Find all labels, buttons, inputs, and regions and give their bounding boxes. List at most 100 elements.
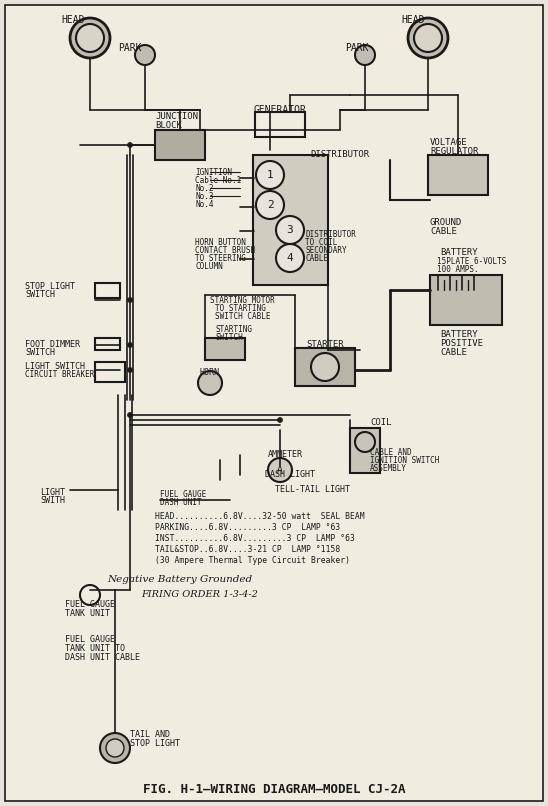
Text: FUEL GAUGE: FUEL GAUGE: [65, 635, 115, 644]
Text: SWITCH: SWITCH: [215, 333, 243, 342]
Text: TAIL AND: TAIL AND: [130, 730, 170, 739]
Circle shape: [408, 18, 448, 58]
Text: COIL: COIL: [370, 418, 391, 427]
Text: SECONDARY: SECONDARY: [305, 246, 347, 255]
Text: Negative Battery Grounded: Negative Battery Grounded: [107, 575, 253, 584]
Circle shape: [100, 733, 130, 763]
Circle shape: [135, 45, 155, 65]
Text: STOP LIGHT: STOP LIGHT: [25, 282, 75, 291]
Text: 2: 2: [267, 200, 273, 210]
Text: VOLTAGE: VOLTAGE: [430, 138, 467, 147]
Text: BATTERY: BATTERY: [440, 330, 478, 339]
Text: INST..........6.8V.........3 CP  LAMP °63: INST..........6.8V.........3 CP LAMP °63: [155, 534, 355, 543]
Text: HORN: HORN: [200, 368, 220, 377]
Text: FUEL GAUGE: FUEL GAUGE: [160, 490, 206, 499]
Circle shape: [106, 739, 124, 757]
Circle shape: [76, 24, 104, 52]
Text: TAIL&STOP..6.8V....3-21 CP  LAMP °1158: TAIL&STOP..6.8V....3-21 CP LAMP °1158: [155, 545, 340, 554]
Text: TO COIL: TO COIL: [305, 238, 338, 247]
Text: PARKING....6.8V.........3 CP  LAMP °63: PARKING....6.8V.........3 CP LAMP °63: [155, 523, 340, 532]
Text: TO STARTING: TO STARTING: [215, 304, 266, 313]
Circle shape: [276, 216, 304, 244]
Text: REGULATOR: REGULATOR: [430, 147, 478, 156]
Bar: [95, 283, 120, 298]
Bar: [350, 428, 380, 473]
Text: (30 Ampere Thermal Type Circuit Breaker): (30 Ampere Thermal Type Circuit Breaker): [155, 556, 350, 565]
Text: CIRCUIT BREAKER: CIRCUIT BREAKER: [25, 370, 94, 379]
Circle shape: [128, 143, 133, 147]
Circle shape: [70, 18, 110, 58]
Text: FIG. H-1—WIRING DIAGRAM—MODEL CJ-2A: FIG. H-1—WIRING DIAGRAM—MODEL CJ-2A: [142, 783, 406, 796]
Circle shape: [128, 343, 133, 347]
Text: 4: 4: [287, 253, 293, 263]
Text: FOOT DIMMER: FOOT DIMMER: [25, 340, 80, 349]
Text: DASH UNIT: DASH UNIT: [160, 498, 202, 507]
Text: FIRING ORDER 1-3-4-2: FIRING ORDER 1-3-4-2: [141, 590, 259, 599]
Bar: [255, 112, 305, 137]
Text: CABLE: CABLE: [305, 254, 328, 263]
Text: CONTACT BRUSH: CONTACT BRUSH: [195, 246, 255, 255]
Text: HEAD: HEAD: [401, 15, 425, 25]
Text: ASSEMBLY: ASSEMBLY: [370, 464, 407, 473]
Circle shape: [276, 244, 304, 272]
Bar: [155, 130, 205, 160]
Text: DASH UNIT CABLE: DASH UNIT CABLE: [65, 653, 140, 662]
Text: BLOCK: BLOCK: [155, 121, 182, 130]
Text: CABLE: CABLE: [440, 348, 467, 357]
Bar: [295, 348, 355, 386]
Circle shape: [256, 191, 284, 219]
Text: STARTING MOTOR: STARTING MOTOR: [210, 296, 275, 305]
Text: IGNITION SWITCH: IGNITION SWITCH: [370, 456, 439, 465]
Text: Cable No.1: Cable No.1: [195, 176, 241, 185]
Circle shape: [128, 297, 133, 302]
Text: SWITCH: SWITCH: [25, 290, 55, 299]
Text: 1: 1: [267, 170, 273, 180]
Text: HORN BUTTON: HORN BUTTON: [195, 238, 246, 247]
Text: SWITH: SWITH: [40, 496, 65, 505]
Text: HEAD: HEAD: [61, 15, 85, 25]
Bar: [205, 338, 245, 360]
Circle shape: [128, 413, 133, 418]
Text: DISTRIBUTOR: DISTRIBUTOR: [310, 150, 369, 159]
Text: DASH LIGHT: DASH LIGHT: [265, 470, 315, 479]
Text: JUNCTION: JUNCTION: [155, 112, 198, 121]
Text: TELL-TAIL LIGHT: TELL-TAIL LIGHT: [275, 485, 350, 494]
Text: SWITCH CABLE: SWITCH CABLE: [215, 312, 271, 321]
Text: TO STEERING: TO STEERING: [195, 254, 246, 263]
Text: 100 AMPS.: 100 AMPS.: [437, 265, 478, 274]
Text: No.4: No.4: [195, 200, 214, 209]
Bar: [430, 275, 502, 325]
Bar: [95, 338, 120, 350]
Text: FUEL GAUGE: FUEL GAUGE: [65, 600, 115, 609]
Text: POSITIVE: POSITIVE: [440, 339, 483, 348]
Bar: [95, 362, 125, 382]
Text: COLUMN: COLUMN: [195, 262, 222, 271]
Bar: [428, 155, 488, 195]
Text: A: A: [277, 465, 283, 475]
Text: CABLE AND: CABLE AND: [370, 448, 412, 457]
Circle shape: [355, 45, 375, 65]
Text: STOP LIGHT: STOP LIGHT: [130, 739, 180, 748]
Text: HEAD..........6.8V....32-50 watt  SEAL BEAM: HEAD..........6.8V....32-50 watt SEAL BE…: [155, 512, 364, 521]
Text: 3: 3: [287, 225, 293, 235]
Text: IGNITION: IGNITION: [195, 168, 232, 177]
Text: PARK: PARK: [118, 43, 142, 53]
Text: STARTING: STARTING: [215, 325, 252, 334]
Text: LIGHT: LIGHT: [40, 488, 65, 497]
Circle shape: [311, 353, 339, 381]
Circle shape: [268, 458, 292, 482]
Text: No.2: No.2: [195, 184, 214, 193]
Text: GENERATOR: GENERATOR: [254, 105, 306, 115]
Text: PARK: PARK: [345, 43, 369, 53]
Text: TANK UNIT TO: TANK UNIT TO: [65, 644, 125, 653]
Text: SWITCH: SWITCH: [25, 348, 55, 357]
Text: CABLE: CABLE: [430, 227, 457, 236]
Circle shape: [414, 24, 442, 52]
Text: AMMETER: AMMETER: [268, 450, 303, 459]
Bar: [253, 155, 328, 285]
Circle shape: [277, 418, 283, 422]
Text: STARTER: STARTER: [306, 340, 344, 349]
Text: GROUND: GROUND: [430, 218, 463, 227]
Circle shape: [128, 368, 133, 372]
Text: DISTRIBUTOR: DISTRIBUTOR: [305, 230, 356, 239]
